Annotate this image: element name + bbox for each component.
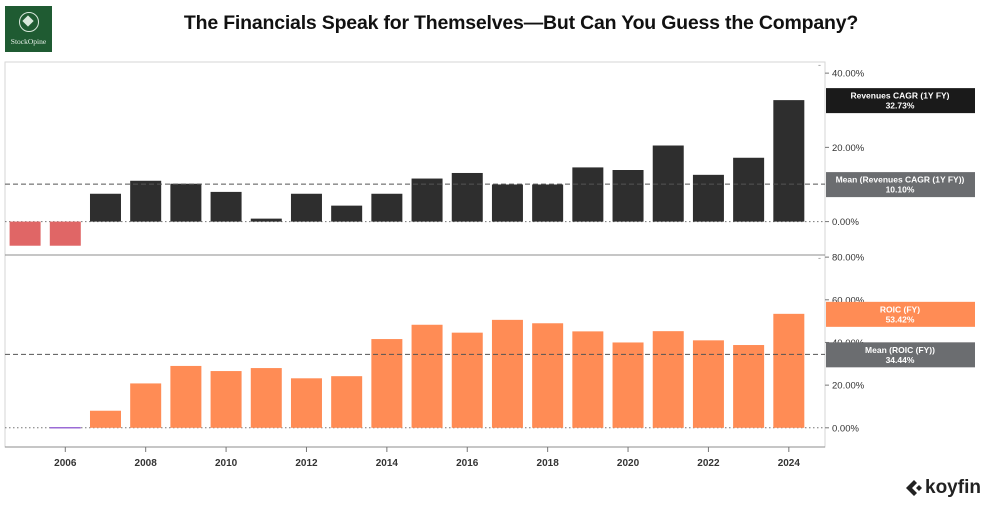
axis-end-marker: - <box>818 253 821 263</box>
bar <box>572 331 604 428</box>
bar <box>89 410 121 428</box>
bar <box>250 368 282 428</box>
bar <box>331 205 363 222</box>
bar <box>612 170 644 222</box>
bar <box>491 184 523 222</box>
bar <box>130 180 162 222</box>
bar <box>331 376 363 428</box>
x-tick-label: 2010 <box>215 458 238 469</box>
bar <box>451 332 483 428</box>
value-label-name: Revenues CAGR (1Y FY) <box>850 91 949 101</box>
koyfin-brand: koyfin <box>902 476 981 500</box>
y-tick-label: 60.00% <box>832 295 865 306</box>
bar <box>49 221 81 246</box>
y-tick-label: 40.00% <box>832 69 865 80</box>
bar <box>572 167 604 222</box>
bar <box>290 193 322 222</box>
bar <box>130 383 162 428</box>
bar <box>9 221 41 246</box>
value-label-value: 32.73% <box>886 101 915 111</box>
x-tick-label: 2008 <box>135 458 158 469</box>
bar <box>773 100 805 222</box>
value-label-box <box>826 342 975 368</box>
y-tick-label: 20.00% <box>832 381 865 392</box>
bar <box>210 191 242 222</box>
bar <box>290 378 322 428</box>
bar <box>692 174 724 222</box>
bar <box>532 184 564 222</box>
bar <box>89 193 121 222</box>
value-label-box <box>826 301 975 327</box>
x-tick-label: 2020 <box>617 458 640 469</box>
bar <box>170 183 202 222</box>
bar <box>451 172 483 222</box>
x-tick-label: 2018 <box>537 458 560 469</box>
value-label-name: Mean (ROIC (FY)) <box>865 345 935 355</box>
bar <box>411 324 443 428</box>
value-label-value: 53.42% <box>886 314 915 324</box>
bar <box>371 339 403 428</box>
koyfin-chevron-icon <box>906 480 922 496</box>
x-tick-label: 2014 <box>376 458 399 469</box>
x-tick-label: 2022 <box>697 458 720 469</box>
value-label-value: 10.10% <box>886 185 915 195</box>
bar <box>733 345 765 428</box>
x-tick-label: 2024 <box>778 458 801 469</box>
axis-end-marker: - <box>818 60 821 70</box>
bar <box>250 218 282 222</box>
bar <box>652 145 684 222</box>
bar <box>411 178 443 222</box>
x-tick-label: 2016 <box>456 458 479 469</box>
value-label-box <box>826 88 975 114</box>
value-label-name: ROIC (FY) <box>880 304 920 314</box>
stockopine-logo: StockOpine <box>5 6 52 52</box>
brand-text: koyfin <box>925 477 981 498</box>
y-tick-label: 20.00% <box>832 143 865 154</box>
value-label-box <box>826 172 975 198</box>
x-tick-label: 2012 <box>295 458 318 469</box>
bar <box>773 313 805 428</box>
bar <box>692 340 724 428</box>
y-tick-label: 0.00% <box>832 423 859 434</box>
value-label-value: 34.44% <box>886 355 915 365</box>
bar <box>170 365 202 428</box>
bar <box>532 323 564 428</box>
value-label-name: Mean (Revenues CAGR (1Y FY)) <box>836 175 965 185</box>
y-tick-label: 80.00% <box>832 253 865 264</box>
bar <box>612 342 644 428</box>
bar <box>491 319 523 428</box>
x-tick-label: 2006 <box>54 458 77 469</box>
bar <box>371 193 403 222</box>
bar <box>652 331 684 428</box>
page-title: The Financials Speak for Themselves—But … <box>183 12 859 34</box>
y-tick-label: 0.00% <box>832 217 859 228</box>
bar <box>210 371 242 428</box>
bar <box>733 157 765 222</box>
stock-opine-emblem-icon <box>19 12 39 32</box>
logo-text: StockOpine <box>10 37 47 46</box>
